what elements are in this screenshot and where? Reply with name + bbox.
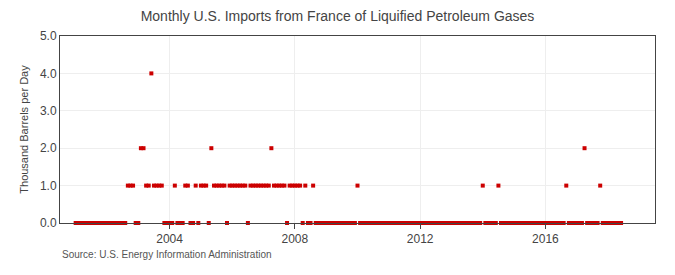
svg-text:2.0: 2.0 xyxy=(40,141,57,155)
svg-text:0.0: 0.0 xyxy=(40,216,57,230)
svg-text:Thousand Barrels per Day: Thousand Barrels per Day xyxy=(18,65,30,194)
svg-text:Monthly U.S. Imports from Fran: Monthly U.S. Imports from France of Liqu… xyxy=(141,8,535,24)
svg-text:4.0: 4.0 xyxy=(40,67,57,81)
svg-text:Source: U.S. Energy Informatio: Source: U.S. Energy Information Administ… xyxy=(62,249,272,260)
svg-text:2004: 2004 xyxy=(156,232,183,246)
svg-text:2008: 2008 xyxy=(282,232,309,246)
svg-text:2012: 2012 xyxy=(407,232,434,246)
svg-text:1.0: 1.0 xyxy=(40,179,57,193)
svg-text:5.0: 5.0 xyxy=(40,29,57,43)
svg-text:3.0: 3.0 xyxy=(40,104,57,118)
svg-text:2016: 2016 xyxy=(532,232,559,246)
